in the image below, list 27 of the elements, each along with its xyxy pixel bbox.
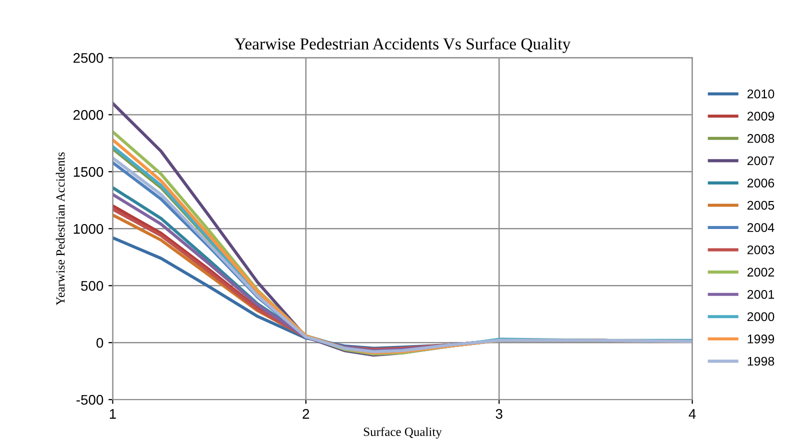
legend-label: 2004 xyxy=(747,223,774,232)
x-tick-label: 2 xyxy=(302,408,310,419)
chart-title: Yearwise Pedestrian Accidents Vs Surface Quality xyxy=(234,38,571,53)
y-tick-label: 1000 xyxy=(74,224,104,234)
legend-label: 1999 xyxy=(748,334,774,344)
y-axis-title: Yearwise Pedestrian Accidents xyxy=(56,152,65,306)
y-tick-label: 0 xyxy=(96,338,104,348)
y-tick-label: -500 xyxy=(76,394,104,405)
legend-label: 2002 xyxy=(747,268,774,277)
y-tick-label: 2500 xyxy=(73,53,104,63)
legend-label: 2003 xyxy=(747,245,774,254)
x-axis-title: Surface Quality xyxy=(364,427,442,439)
x-tick-label: 3 xyxy=(496,408,502,419)
x-tick-label: 1 xyxy=(110,409,116,419)
legend-label: 2005 xyxy=(747,200,774,210)
legend-label: 2006 xyxy=(747,178,774,188)
y-tick-label: 2000 xyxy=(73,110,104,120)
legend-label: 2010 xyxy=(747,90,774,98)
y-tick-label: 1500 xyxy=(74,167,104,177)
legend-label: 2001 xyxy=(747,290,774,299)
x-tick-label: 4 xyxy=(688,409,696,419)
y-tick-label: 500 xyxy=(81,280,104,291)
legend-label: 1998 xyxy=(748,356,774,366)
legend-label: 2007 xyxy=(747,156,774,166)
legend-label: 2009 xyxy=(747,112,774,121)
legend-label: 2008 xyxy=(747,134,774,143)
legend-label: 2000 xyxy=(747,312,774,322)
